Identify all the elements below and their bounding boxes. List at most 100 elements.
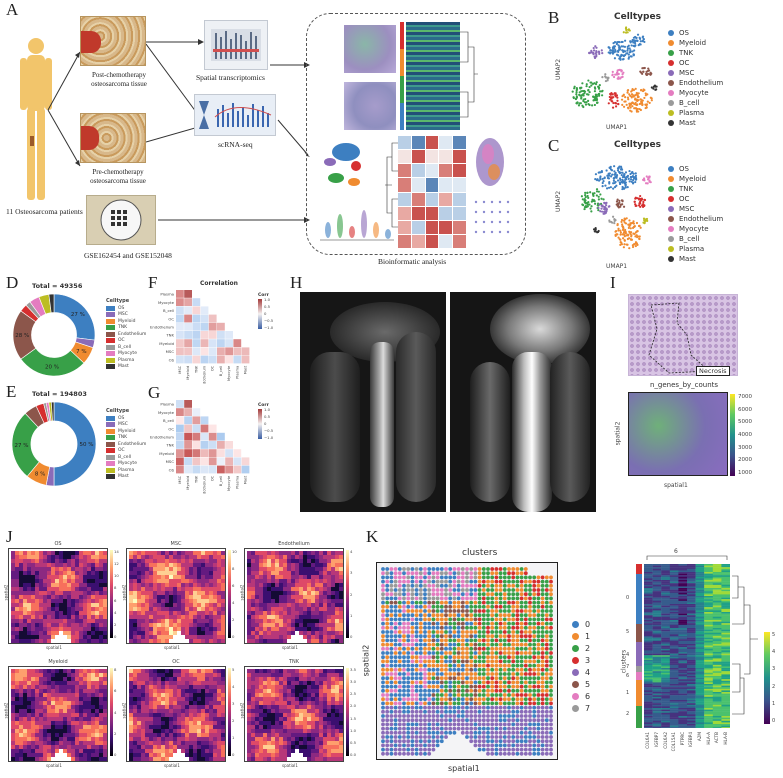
feature-map-spot [51,737,55,741]
feature-map-spot [295,575,299,579]
feature-map-spot [299,725,303,729]
feature-map-ylabel: spatial2 [3,702,9,719]
donut-legend-label: Myeloid [118,318,136,324]
feature-map-spot [51,685,55,689]
feature-map-spot [339,757,343,761]
cluster-spot [393,588,398,592]
umap-point [597,209,600,212]
feature-map-spot [181,575,185,579]
cluster-spot [523,588,528,592]
feature-map-spot [91,757,95,761]
feature-map-spot [279,677,283,681]
corr-cell [184,347,192,356]
umap-point [604,184,607,187]
feature-map-spot [153,705,157,709]
umap-point [594,95,597,98]
corr-colorbar [258,299,262,329]
feature-map-spot [267,753,271,757]
feature-map-spot [161,591,165,595]
feature-map-spot [209,575,213,579]
feature-map-spot [145,607,149,611]
feature-map-spot [283,709,287,713]
feature-map-spot [137,635,141,639]
cluster-spot [536,592,541,597]
cluster-spot [511,592,516,597]
umap-point [609,186,612,189]
legend-label: Plasma [679,245,705,253]
feature-map-spot [197,635,201,639]
feature-map-spot [263,587,267,591]
corr-row-label: Plasma [160,292,174,297]
feature-map-spot [35,575,39,579]
legend-swatch [668,256,674,262]
feature-map-spot [299,619,303,623]
donut-legend-label: B_cell [118,454,132,460]
cluster-spot [465,592,469,597]
feature-map-spot [47,673,51,677]
umap-point [604,79,608,83]
feature-map-spot [169,729,173,733]
feature-map-spot [91,753,95,757]
feature-map-spot [141,631,145,635]
feature-map-spot [205,619,209,623]
cluster-spot [532,592,537,597]
feature-map-spot [83,635,87,639]
umap-point [604,73,607,76]
feature-map-spot [141,741,145,745]
feature-map-spot [331,681,335,685]
cluster-spot [481,571,486,576]
feature-map-spot [75,741,79,745]
donut-legend-item: OC [106,448,146,455]
feature-map-spot [201,721,205,725]
feature-map-spot [185,713,189,717]
human-figure-icon [20,38,52,200]
feature-map-spot [95,697,99,701]
feature-map-spot [103,599,107,603]
feature-map-spot [153,583,157,587]
feature-map-spot [193,635,197,639]
feature-map-spot [271,733,275,737]
feature-map-spot [67,607,71,611]
feature-map-spot [91,693,95,697]
umap-point [576,101,579,104]
feature-map-spot [201,587,205,591]
feature-map-spot [247,745,251,749]
umap-point [633,102,636,106]
feature-map-spot [311,689,315,693]
feature-map-spot [165,607,169,611]
feature-map-spot [149,753,153,757]
feature-map-spot [311,635,315,639]
feature-map-spot [205,745,209,749]
feature-map-spot [15,631,19,635]
feature-map-spot [331,721,335,725]
feature-map-spot [165,571,169,575]
feature-map-colorbar [346,668,349,756]
feature-map-spot [31,563,35,567]
panel-label-f: F [148,273,158,292]
feature-map-spot [335,673,339,677]
feature-map-spot [251,713,255,717]
feature-map-spot [59,627,63,631]
feature-map-spot [67,575,71,579]
feature-map-spot [35,627,39,631]
umap-point [636,103,639,106]
umap-point [628,225,631,228]
umap-point [616,41,619,44]
legend-swatch [668,50,674,56]
umap-point [573,87,576,90]
feature-map-spot [201,603,205,607]
feature-map-spot [311,551,315,555]
cluster-spot [498,592,503,597]
feature-map-spot [339,579,343,583]
feature-map-spot [129,587,133,591]
feature-map-spot [251,631,255,635]
corr-cell [439,206,453,220]
feature-map-spot [197,559,201,563]
feature-map-spot [193,701,197,705]
feature-map-spot [255,639,259,643]
feature-map-spot [315,583,319,587]
feature-map-spot [55,579,59,583]
umap-point [639,98,642,101]
feature-map-spot [189,603,193,607]
feature-map-spot [259,603,263,607]
